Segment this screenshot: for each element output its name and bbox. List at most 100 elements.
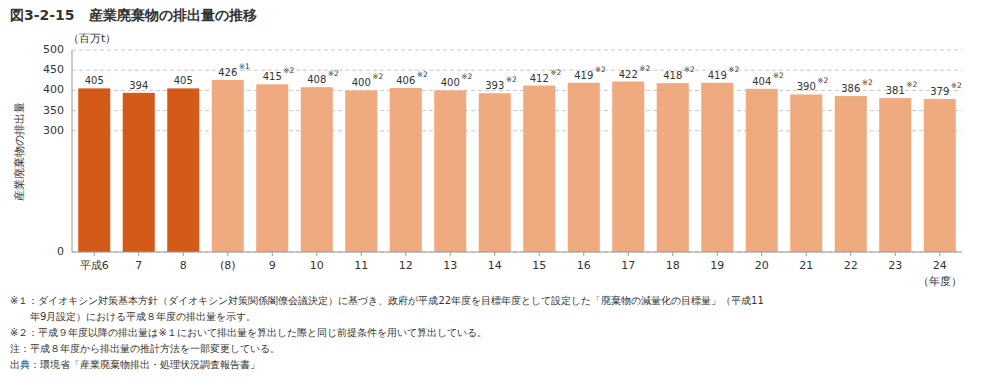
x-tick-label: 13: [443, 259, 457, 272]
bar: [879, 98, 911, 252]
x-tick: [227, 252, 228, 256]
annotation: ※2: [639, 64, 650, 73]
data-label: 381: [886, 85, 905, 96]
x-tick-label: 9: [269, 259, 276, 272]
data-label: 415: [263, 71, 282, 82]
x-tick-label: 8: [180, 259, 187, 272]
bar: [835, 96, 867, 252]
x-tick-label: 23: [888, 259, 902, 272]
grid: [72, 50, 962, 252]
annotation: ※2: [328, 69, 339, 78]
y-axis-label: 産業廃棄物の排出量: [13, 102, 26, 201]
annotation: ※2: [461, 72, 472, 81]
grid-line: [72, 130, 962, 131]
grid-line: [72, 110, 962, 111]
annotation: ※2: [283, 66, 294, 75]
y-axis-line: [72, 50, 73, 252]
grid-line: [72, 70, 962, 71]
annotation: ※2: [773, 71, 784, 80]
annotation: ※2: [417, 70, 428, 79]
chart: 図3-2-15 産業廃棄物の排出量の推移 （百万t） 産業廃棄物の排出量 0 300 35…: [0, 0, 986, 389]
x-tick-label: 17: [621, 259, 635, 272]
bar: [390, 88, 422, 252]
bar: [657, 83, 689, 252]
y-tick-label: 500: [43, 43, 64, 56]
data-label: 390: [797, 81, 816, 92]
bar: [612, 82, 644, 252]
x-tick-label: 12: [399, 259, 413, 272]
data-label: 418: [663, 70, 682, 81]
annotation: ※2: [951, 81, 962, 90]
bar: [568, 83, 600, 252]
x-tick: [583, 252, 584, 256]
x-tick-label: 平成6: [80, 259, 109, 272]
annotation: ※2: [550, 68, 561, 77]
x-tick: [672, 252, 673, 256]
data-label: 419: [574, 70, 593, 81]
x-tick-label: 10: [310, 259, 324, 272]
x-tick: [405, 252, 406, 256]
data-label: 426: [218, 67, 237, 78]
bar: [212, 80, 244, 252]
x-tick: [761, 252, 762, 256]
x-tick: [895, 252, 896, 256]
x-tick: [361, 252, 362, 256]
bar: [167, 88, 199, 252]
bar: [123, 93, 155, 252]
x-tick-label: (8): [220, 259, 236, 272]
unit-label: （百万t）: [68, 32, 116, 45]
grid-line: [72, 252, 962, 253]
bar: [345, 90, 377, 252]
data-label: 422: [619, 69, 638, 80]
data-label: 404: [752, 76, 771, 87]
bar: [301, 87, 333, 252]
x-tick-label: 22: [844, 259, 858, 272]
data-label: 379: [930, 86, 949, 97]
y-tick-label: 350: [43, 104, 64, 117]
bar: [256, 84, 288, 252]
x-tick: [316, 252, 317, 256]
annotation: ※2: [506, 75, 517, 84]
y-tick-label: 0: [57, 245, 64, 258]
x-tick: [450, 252, 451, 256]
grid-line: [72, 50, 962, 51]
annotation: ※2: [906, 80, 917, 89]
x-tick-label: 24: [933, 259, 947, 272]
grid-line: [72, 90, 962, 91]
annotation: ※2: [728, 65, 739, 74]
bar: [523, 86, 555, 252]
data-label: 419: [708, 70, 727, 81]
data-label: 412: [530, 73, 549, 84]
x-tick-label: 7: [135, 259, 142, 272]
x-tick: [717, 252, 718, 256]
x-tick-label: 16: [577, 259, 591, 272]
x-tick-label: 19: [710, 259, 724, 272]
x-tick: [94, 252, 95, 256]
bars: [78, 80, 956, 252]
bar: [924, 99, 956, 252]
x-tick-label: 21: [799, 259, 813, 272]
y-tick-label: 300: [43, 124, 64, 137]
annotation: ※1: [239, 62, 250, 71]
data-label: 400: [441, 77, 460, 88]
y-tick-label: 450: [43, 63, 64, 76]
footnote: 出典：環境省「産業廃棄物排出・処理状況調査報告書」: [10, 359, 260, 370]
bar: [746, 89, 778, 252]
title: 図3-2-15 産業廃棄物の排出量の推移: [10, 7, 257, 23]
x-axis-line: [72, 252, 962, 253]
x-axis-label: （年度）: [918, 275, 962, 288]
annotation: ※2: [862, 78, 873, 87]
x-tick-label: 18: [666, 259, 680, 272]
bar: [479, 93, 511, 252]
footnote: 注：平成８年度から排出量の推計方法を一部変更している。: [10, 343, 280, 354]
x-tick-label: 20: [755, 259, 769, 272]
footnote: ※１：ダイオキシン対策基本方針（ダイオキシン対策関係閣僚会議決定）に基づき、政府…: [10, 295, 764, 306]
annotation: ※2: [684, 65, 695, 74]
x-tick: [806, 252, 807, 256]
x-tick: [628, 252, 629, 256]
data-label: 400: [352, 77, 371, 88]
x-tick: [850, 252, 851, 256]
x-tick: [183, 252, 184, 256]
annotation: ※2: [817, 76, 828, 85]
y-tick-label: 400: [43, 83, 64, 96]
